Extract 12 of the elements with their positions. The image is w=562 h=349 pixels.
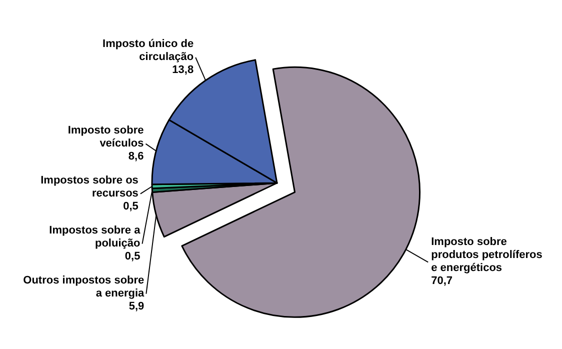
slice-label: Outros impostos sobre a energia: [23, 274, 146, 300]
slice-label: Imposto sobre veículos: [68, 124, 144, 150]
slice-label: Imposto sobre produtos petrolíferos e energéticos: [431, 236, 542, 274]
slice-label: Imposto único de circulação: [102, 38, 194, 63]
slice-label: Impostos sobre os recursos: [40, 174, 138, 200]
slice-label: Impostos sobre a poluição: [49, 224, 142, 250]
data-label: 0,5: [124, 250, 140, 262]
data-label: 70,7: [431, 275, 453, 288]
data-label: 0,5: [123, 200, 138, 212]
data-label: 8,6: [128, 150, 144, 162]
data-label: 13,8: [172, 64, 194, 76]
data-label: 5,9: [128, 300, 144, 312]
